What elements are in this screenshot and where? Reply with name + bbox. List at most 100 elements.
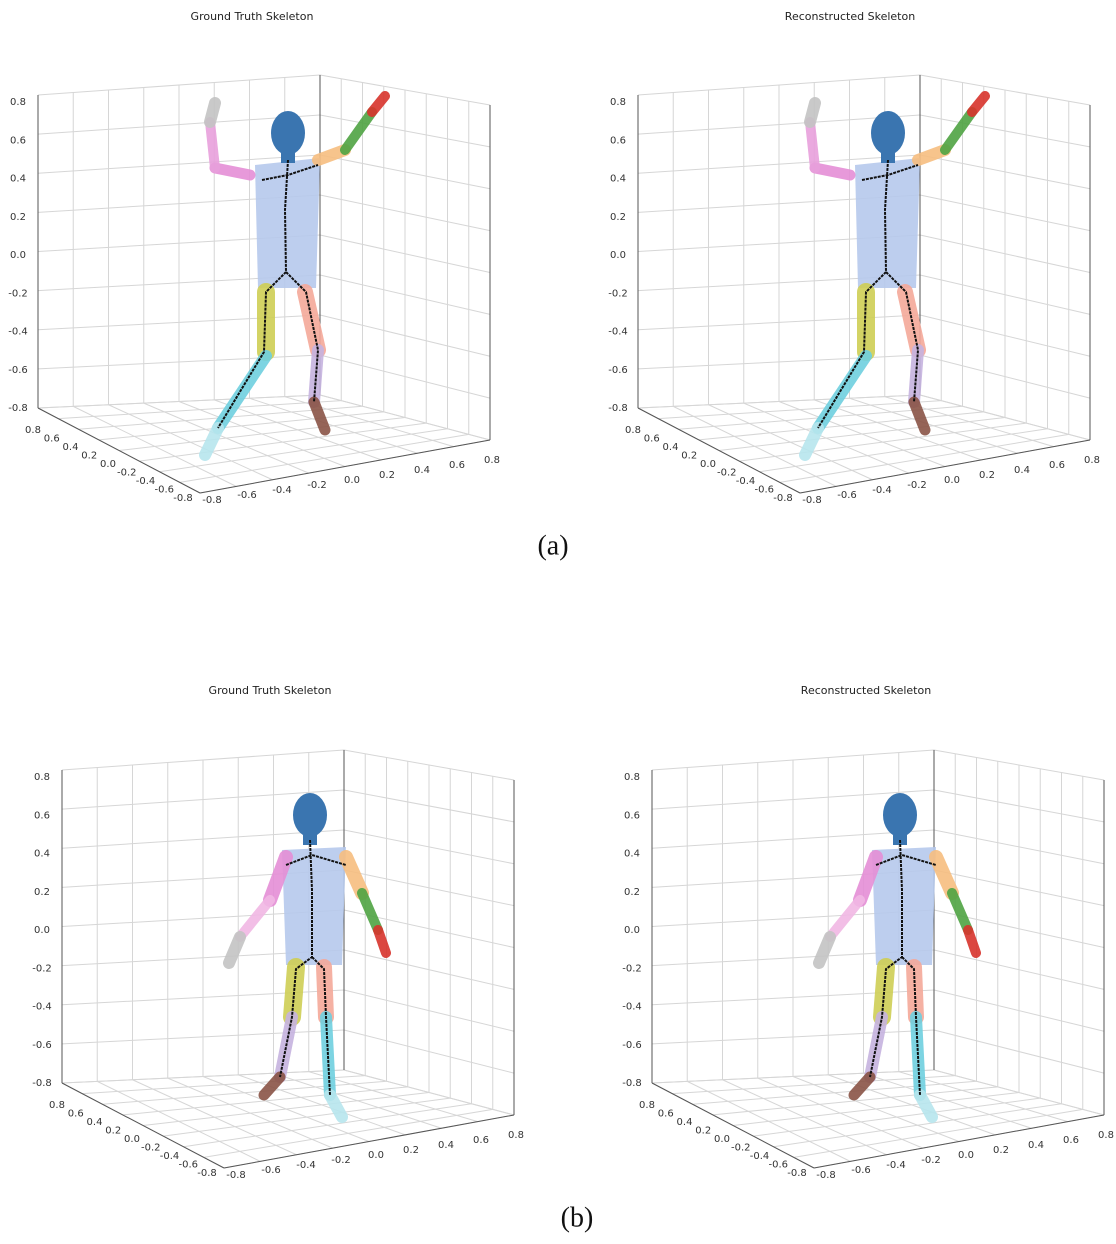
z-tick-label: 0.0 — [34, 925, 50, 936]
y-tick-label: 0.8 — [49, 1100, 65, 1111]
x-tick-label: -0.6 — [837, 490, 857, 501]
y-tick-label: -0.4 — [136, 476, 156, 487]
y-tick-label: 0.2 — [695, 1126, 711, 1137]
y-tick-label: 0.8 — [25, 425, 41, 436]
x-tick-label: 0.6 — [1049, 460, 1065, 471]
x-tick-label: -0.8 — [816, 1170, 836, 1181]
y-tick-label: 0.4 — [677, 1117, 693, 1128]
limb — [215, 168, 250, 175]
panel-title: Ground Truth Skeleton — [191, 10, 314, 23]
x-tick-label: 0.2 — [993, 1145, 1009, 1156]
x-tick-label: 0.4 — [414, 465, 430, 476]
y-tick-label: 0.6 — [658, 1109, 674, 1120]
y-tick-label: -0.2 — [717, 468, 737, 479]
y-tick-label: -0.2 — [731, 1143, 751, 1154]
y-tick-label: -0.6 — [154, 485, 174, 496]
x-tick-label: 0.2 — [979, 470, 995, 481]
x-tick-label: 0.8 — [508, 1130, 524, 1141]
y-tick-label: -0.4 — [160, 1151, 180, 1162]
z-tick-label: 0.6 — [610, 135, 626, 146]
x-tick-label: 0.8 — [1098, 1130, 1114, 1141]
z-tick-label: 0.0 — [10, 250, 26, 261]
y-tick-label: 0.4 — [63, 442, 79, 453]
z-tick-label: 0.2 — [610, 212, 626, 223]
z-tick-label: -0.2 — [32, 963, 52, 974]
y-tick-label: 0.0 — [700, 459, 716, 470]
z-tick-label: -0.6 — [622, 1040, 642, 1051]
x-tick-label: -0.4 — [272, 485, 292, 496]
x-tick-label: -0.2 — [907, 480, 927, 491]
z-tick-label: 0.8 — [34, 772, 50, 783]
y-tick-label: 0.2 — [681, 451, 697, 462]
x-tick-label: 0.6 — [449, 460, 465, 471]
z-tick-label: -0.6 — [32, 1040, 52, 1051]
z-tick-label: -0.6 — [8, 365, 28, 376]
figure: (a) (b) 0.80.60.40.20.0-0.2-0.4-0.6-0.80… — [0, 0, 1116, 1240]
z-tick-label: 0.2 — [624, 887, 640, 898]
z-tick-label: 0.8 — [610, 97, 626, 108]
x-tick-label: -0.4 — [296, 1160, 316, 1171]
y-tick-label: 0.2 — [105, 1126, 121, 1137]
x-tick-label: -0.6 — [261, 1165, 281, 1176]
z-tick-label: -0.2 — [8, 288, 28, 299]
z-tick-label: 0.4 — [610, 174, 626, 185]
y-tick-label: -0.8 — [773, 493, 793, 504]
z-tick-label: 0.4 — [10, 174, 26, 185]
x-tick-label: -0.2 — [921, 1155, 941, 1166]
x-tick-label: 0.4 — [1028, 1140, 1044, 1151]
x-tick-label: 0.0 — [958, 1150, 974, 1161]
z-tick-label: 0.2 — [10, 212, 26, 223]
y-tick-label: 0.6 — [644, 434, 660, 445]
head — [871, 111, 905, 155]
z-tick-label: 0.6 — [10, 135, 26, 146]
head — [293, 793, 327, 837]
x-tick-label: -0.6 — [237, 490, 257, 501]
x-tick-label: -0.2 — [331, 1155, 351, 1166]
z-tick-label: 0.8 — [624, 772, 640, 783]
y-tick-label: 0.4 — [87, 1117, 103, 1128]
caption: (a) — [537, 530, 568, 561]
z-tick-label: -0.8 — [608, 403, 628, 414]
x-tick-label: 0.4 — [438, 1140, 454, 1151]
y-tick-label: 0.8 — [625, 425, 641, 436]
z-tick-label: -0.4 — [608, 327, 628, 338]
panel-title: Reconstructed Skeleton — [785, 10, 915, 23]
limb — [210, 122, 215, 168]
z-tick-label: 0.4 — [34, 849, 50, 860]
z-tick-label: 0.6 — [34, 810, 50, 821]
x-tick-label: -0.8 — [226, 1170, 246, 1181]
x-tick-label: -0.4 — [886, 1160, 906, 1171]
y-tick-label: 0.2 — [81, 451, 97, 462]
x-tick-label: 0.6 — [473, 1135, 489, 1146]
y-tick-label: -0.6 — [178, 1160, 198, 1171]
z-tick-label: -0.8 — [8, 403, 28, 414]
y-tick-label: -0.8 — [197, 1168, 217, 1179]
x-tick-label: -0.8 — [202, 495, 222, 506]
x-tick-label: -0.4 — [872, 485, 892, 496]
y-tick-label: -0.4 — [736, 476, 756, 487]
x-tick-label: -0.2 — [307, 480, 327, 491]
limb — [810, 103, 815, 122]
y-tick-label: 0.4 — [663, 442, 679, 453]
z-tick-label: -0.8 — [32, 1078, 52, 1089]
panel-title: Reconstructed Skeleton — [801, 684, 931, 697]
x-tick-label: 0.0 — [368, 1150, 384, 1161]
z-tick-label: -0.4 — [622, 1002, 642, 1013]
limb — [810, 122, 815, 168]
z-tick-label: -0.4 — [32, 1002, 52, 1013]
x-tick-label: 0.8 — [484, 455, 500, 466]
x-tick-label: 0.4 — [1014, 465, 1030, 476]
y-tick-label: 0.0 — [124, 1134, 140, 1145]
x-tick-label: -0.8 — [802, 495, 822, 506]
y-tick-label: -0.8 — [173, 493, 193, 504]
z-tick-label: 0.8 — [10, 97, 26, 108]
caption: (b) — [561, 1202, 594, 1233]
y-tick-label: -0.6 — [754, 485, 774, 496]
y-tick-label: 0.6 — [68, 1109, 84, 1120]
z-tick-label: -0.2 — [608, 288, 628, 299]
panel-title: Ground Truth Skeleton — [209, 684, 332, 697]
z-tick-label: -0.6 — [608, 365, 628, 376]
x-tick-label: 0.2 — [379, 470, 395, 481]
y-tick-label: 0.0 — [714, 1134, 730, 1145]
y-tick-label: -0.2 — [117, 468, 137, 479]
